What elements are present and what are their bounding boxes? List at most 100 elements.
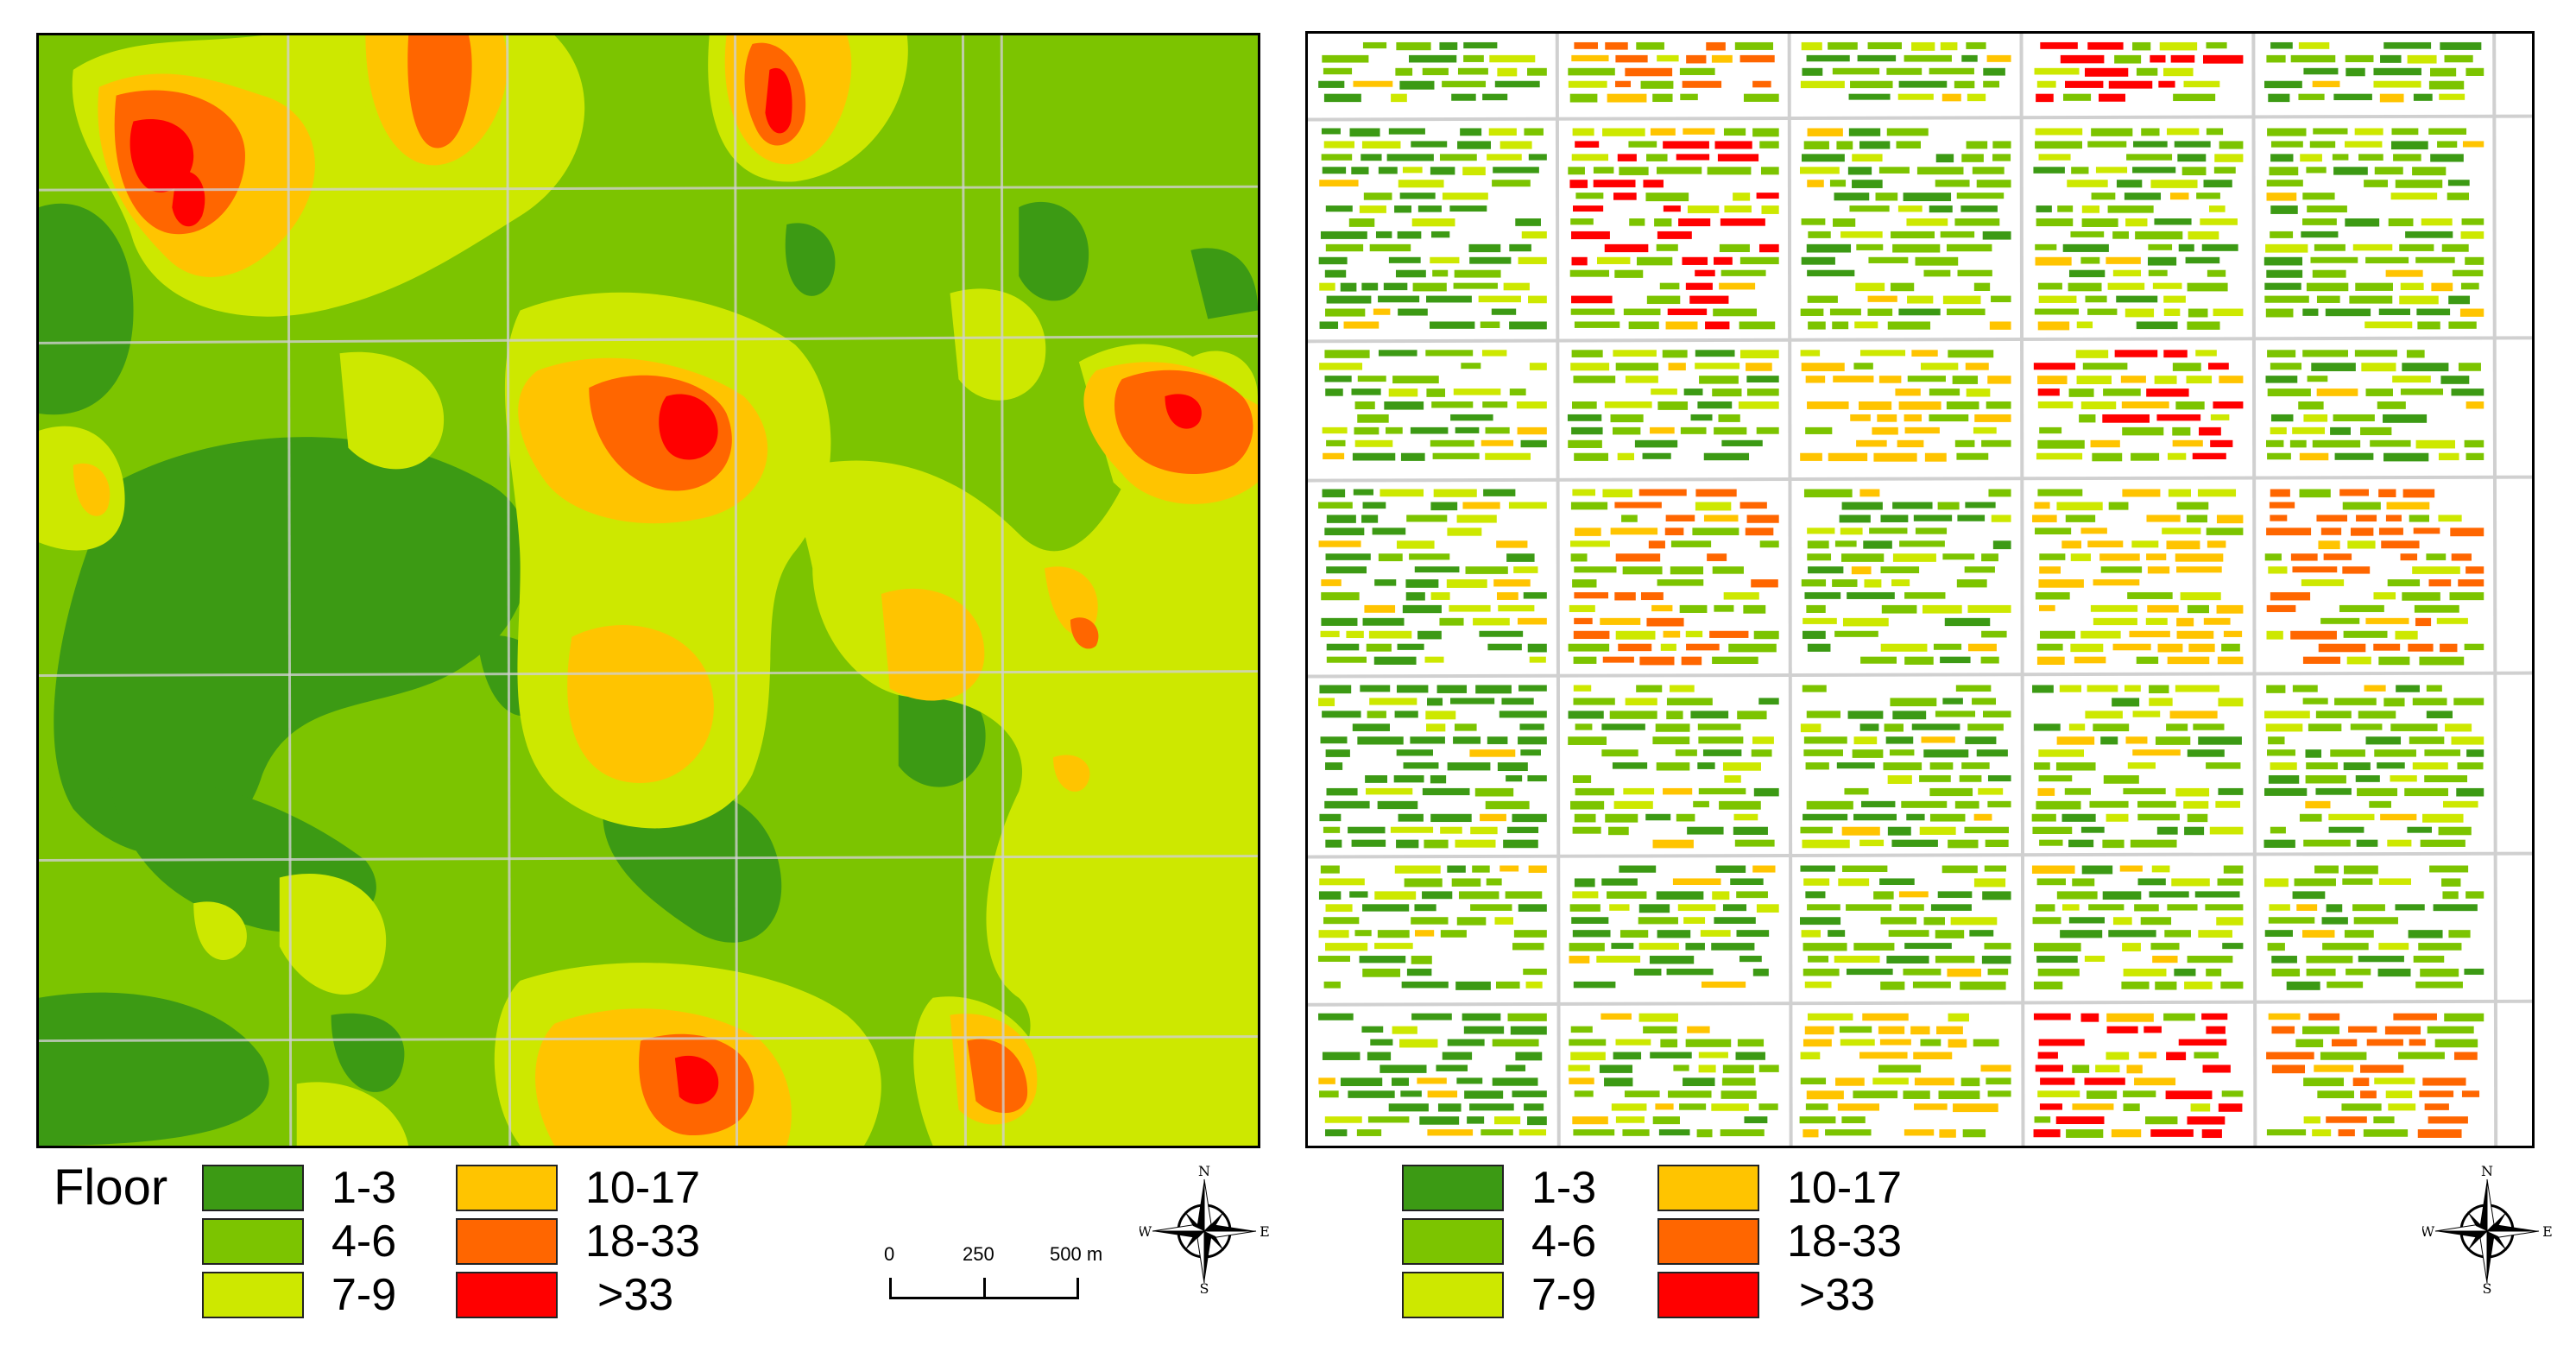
building-footprint — [2089, 800, 2129, 808]
building-footprint — [2072, 878, 2095, 887]
building-footprint — [1937, 502, 1960, 510]
building-footprint — [1911, 350, 1938, 357]
building-footprint — [1895, 389, 1921, 396]
building-footprint — [2263, 839, 2295, 849]
building-footprint — [1439, 154, 1477, 161]
building-footprint — [1450, 414, 1493, 421]
building-footprint — [2400, 553, 2418, 561]
building-footprint — [2344, 930, 2374, 938]
building-footprint — [1947, 968, 1981, 977]
building-footprint — [1806, 800, 1853, 810]
building-footprint — [2034, 308, 2080, 315]
building-footprint — [1877, 414, 1897, 422]
building-footprint — [2443, 800, 2478, 808]
building-footprint — [2218, 1103, 2243, 1112]
building-footprint — [1751, 579, 1778, 588]
building-footprint — [1319, 878, 1365, 886]
building-footprint — [2068, 282, 2102, 292]
building-footprint — [1948, 839, 1979, 849]
building-footprint — [2184, 826, 2205, 836]
building-footprint — [1609, 711, 1657, 719]
building-footprint — [1325, 839, 1342, 848]
building-footprint — [1935, 956, 1975, 963]
building-footprint — [1920, 363, 1959, 370]
building-footprint — [2194, 1052, 2219, 1058]
building-footprint — [2405, 231, 2453, 238]
building-footprint — [2102, 891, 2142, 900]
building-footprint — [1470, 904, 1512, 911]
building-footprint — [2264, 80, 2302, 89]
building-footprint — [1383, 282, 1408, 291]
building-footprint — [2391, 128, 2419, 136]
building-footprint — [1615, 54, 1648, 63]
building-footprint — [1513, 566, 1538, 573]
building-footprint — [1756, 904, 1779, 913]
building-footprint — [2216, 604, 2244, 614]
building-footprint — [1610, 414, 1644, 423]
building-footprint — [1570, 502, 1608, 510]
building-footprint — [2178, 1039, 2227, 1046]
building-footprint — [1654, 218, 1672, 227]
building-footprint — [1935, 180, 1970, 187]
building-footprint — [2084, 956, 2106, 962]
building-footprint — [2188, 643, 2215, 653]
building-footprint — [1361, 1026, 1384, 1033]
building-footprint — [1807, 128, 1843, 136]
building-footprint — [1370, 1039, 1393, 1046]
building-footprint — [1752, 865, 1776, 873]
building-footprint — [1605, 41, 1628, 50]
legend-swatch — [1402, 1272, 1504, 1318]
building-footprint — [1318, 698, 1335, 706]
building-footprint — [1969, 930, 1994, 937]
building-footprint — [1935, 930, 1965, 938]
building-footprint — [1518, 736, 1547, 745]
building-footprint — [2100, 736, 2118, 745]
building-footprint — [2137, 800, 2176, 808]
building-footprint — [1615, 1039, 1651, 1046]
building-footprint — [1517, 617, 1547, 625]
building-footprint — [1854, 321, 1878, 329]
building-footprint — [2365, 256, 2409, 264]
building-footprint — [1847, 167, 1872, 175]
building-footprint — [1574, 528, 1601, 536]
building-footprint — [1378, 350, 1417, 357]
building-footprint — [1402, 167, 1423, 174]
building-footprint — [2464, 439, 2484, 448]
legend-label: 4-6 — [331, 1216, 397, 1267]
building-footprint — [1613, 800, 1653, 809]
road-network — [39, 35, 1258, 1146]
scale-tick — [1076, 1278, 1079, 1298]
building-footprint — [1841, 865, 1888, 872]
building-footprint — [2444, 1013, 2484, 1022]
building-footprint — [2271, 968, 2301, 977]
building-footprint — [2315, 711, 2352, 719]
building-footprint — [1568, 439, 1602, 448]
scale-label-500: 500 m — [1050, 1243, 1103, 1265]
building-footprint — [1656, 243, 1678, 251]
building-footprint — [2125, 736, 2148, 744]
building-footprint — [1867, 41, 1902, 50]
legend2-item-1-3: 1-3 — [1402, 1161, 1596, 1215]
building-footprint — [1527, 774, 1547, 782]
building-footprint — [2033, 1013, 2071, 1020]
building-footprint — [1695, 350, 1735, 357]
building-footprint — [1915, 528, 1948, 534]
building-footprint — [2346, 67, 2365, 77]
building-footprint — [1972, 698, 1997, 705]
building-footprint — [1801, 218, 1826, 225]
building-footprint — [1714, 604, 1734, 612]
building-footprint — [1987, 774, 2011, 782]
building-footprint — [1730, 878, 1764, 886]
building-footprint — [1904, 54, 1952, 62]
building-footprint — [2409, 736, 2445, 744]
building-footprint — [2149, 685, 2169, 694]
building-footprint — [1419, 1116, 1460, 1125]
building-footprint — [2373, 643, 2401, 651]
building-footprint — [1802, 839, 1850, 849]
building-footprint — [1374, 891, 1417, 900]
building-footprint — [2268, 774, 2300, 784]
building-footprint — [2087, 41, 2124, 50]
building-footprint — [2190, 1103, 2211, 1112]
building-footprint — [1683, 917, 1706, 924]
building-footprint — [1966, 141, 1988, 149]
